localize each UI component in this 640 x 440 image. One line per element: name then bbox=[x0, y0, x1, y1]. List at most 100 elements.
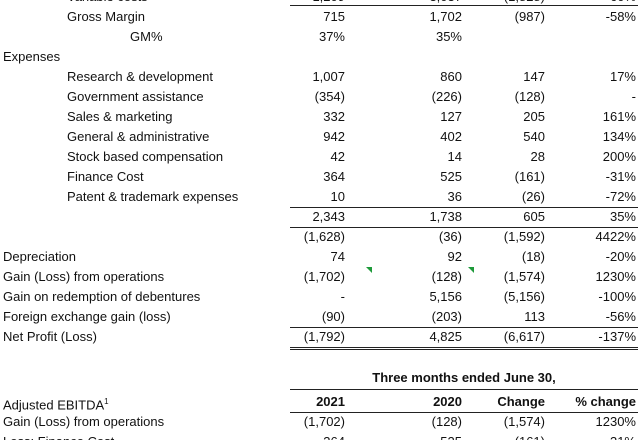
rule bbox=[290, 207, 638, 208]
cell-value: 161% bbox=[602, 109, 636, 124]
cell-value: 36 bbox=[447, 189, 462, 204]
cell-value: 4,825 bbox=[429, 329, 462, 344]
footnote-mark: 1 bbox=[104, 397, 109, 406]
cell-value: 525 bbox=[440, 169, 462, 184]
row-label: Gross Margin bbox=[67, 9, 146, 24]
cell-value: 364 bbox=[323, 169, 345, 184]
cell-value: 127 bbox=[440, 109, 462, 124]
row-label: Gain (Loss) from operations bbox=[3, 269, 165, 284]
cell-value: 74 bbox=[330, 249, 345, 264]
cell-value: 3,037 bbox=[372, 0, 462, 7]
cell-value: (1,828) bbox=[455, 0, 545, 7]
cell-value: 860 bbox=[440, 69, 462, 84]
row-label: General & administrative bbox=[67, 129, 210, 144]
cell-value: 205 bbox=[523, 109, 545, 124]
rule bbox=[290, 5, 638, 6]
row-label: Research & development bbox=[67, 69, 213, 84]
cell-value: 1,007 bbox=[312, 69, 345, 84]
cell-value: -72% bbox=[605, 189, 636, 204]
period-header: Three months ended June 30, bbox=[372, 370, 556, 385]
cell-value: 42 bbox=[330, 149, 345, 164]
ebitda-title-text: Adjusted EBITDA bbox=[3, 397, 105, 413]
cell-value: - bbox=[631, 89, 636, 104]
cell-value: -20% bbox=[605, 249, 636, 264]
cell-value: 605 bbox=[523, 209, 545, 224]
cell-value: 113 bbox=[524, 309, 545, 324]
row-label: Finance Cost bbox=[67, 169, 144, 184]
cell-value: 332 bbox=[323, 109, 345, 124]
cell-value: 364 bbox=[255, 432, 345, 440]
cell-value: 37% bbox=[318, 29, 345, 44]
row-label: Gain on redemption of debentures bbox=[3, 289, 201, 304]
cell-value: (203) bbox=[431, 309, 462, 324]
cell-value: 1,738 bbox=[429, 209, 462, 224]
rule bbox=[290, 327, 638, 328]
cell-value: 1,702 bbox=[429, 9, 462, 24]
cell-value: (18) bbox=[521, 249, 545, 264]
cell-value: (1,702) bbox=[303, 414, 345, 429]
row-label: GM% bbox=[130, 29, 163, 44]
cell-value: 1230% bbox=[595, 269, 636, 284]
cell-value: (1,592) bbox=[503, 229, 545, 244]
row-label: Expenses bbox=[3, 49, 61, 64]
cell-value: 134% bbox=[602, 129, 636, 144]
cell-value: (226) bbox=[431, 89, 462, 104]
cell-value: -31% bbox=[605, 169, 636, 184]
cell-value: (1,574) bbox=[503, 269, 545, 284]
cell-value: - bbox=[340, 289, 345, 304]
row-label: Depreciation bbox=[3, 249, 76, 264]
comment-marker bbox=[366, 267, 372, 273]
cell-value: 17% bbox=[609, 69, 636, 84]
cell-value: -58% bbox=[605, 9, 636, 24]
cell-value: -56% bbox=[605, 309, 636, 324]
cell-value: (1,702) bbox=[303, 269, 345, 284]
cell-value: (128) bbox=[431, 414, 462, 429]
cell-value: (36) bbox=[438, 229, 462, 244]
cell-value: 525 bbox=[372, 432, 462, 440]
cell-value: 28 bbox=[530, 149, 545, 164]
cell-value: 2,343 bbox=[312, 209, 345, 224]
row-label: Stock based compensation bbox=[67, 149, 224, 164]
cell-value: (161) bbox=[455, 432, 545, 440]
cell-value: (26) bbox=[521, 189, 545, 204]
cell-value: (6,617) bbox=[503, 329, 545, 344]
rule bbox=[290, 412, 638, 413]
cell-value: 540 bbox=[523, 129, 545, 144]
rule bbox=[290, 389, 638, 390]
cell-value: 5,156 bbox=[429, 289, 462, 304]
cell-value: 14 bbox=[447, 149, 462, 164]
cell-value: 92 bbox=[447, 249, 462, 264]
cell-value: (161) bbox=[514, 169, 545, 184]
cell-value: (5,156) bbox=[503, 289, 545, 304]
row-label: Gain (Loss) from operations bbox=[3, 414, 165, 429]
rule bbox=[290, 227, 638, 228]
ebitda-title: Adjusted EBITDA1 bbox=[3, 392, 109, 412]
cell-value: 200% bbox=[602, 149, 636, 164]
row-label: Government assistance bbox=[67, 89, 204, 104]
comment-marker bbox=[468, 267, 474, 273]
cell-value: (1,574) bbox=[503, 414, 545, 429]
column-header: % change bbox=[575, 394, 636, 409]
cell-value: 1,209 bbox=[255, 0, 345, 7]
cell-value: 402 bbox=[440, 129, 462, 144]
row-label: Patent & trademark expenses bbox=[67, 189, 239, 204]
column-header: 2021 bbox=[316, 394, 345, 409]
cell-value: 715 bbox=[323, 9, 345, 24]
cell-value: 35% bbox=[435, 29, 462, 44]
cell-value: 942 bbox=[323, 129, 345, 144]
rule bbox=[290, 349, 638, 350]
cell-value: (1,628) bbox=[303, 229, 345, 244]
cell-value: 4422% bbox=[595, 229, 636, 244]
cell-value: (128) bbox=[514, 89, 545, 104]
cell-value: (90) bbox=[321, 309, 345, 324]
row-label: Net Profit (Loss) bbox=[3, 329, 97, 344]
cell-value: -31% bbox=[546, 432, 636, 440]
row-label: Less: Finance Cost bbox=[3, 432, 114, 440]
cell-value: (987) bbox=[514, 9, 545, 24]
column-header: 2020 bbox=[433, 394, 462, 409]
cell-value: 147 bbox=[523, 69, 545, 84]
row-label: Variable costs bbox=[67, 0, 148, 7]
cell-value: (128) bbox=[431, 269, 462, 284]
row-label: Sales & marketing bbox=[67, 109, 173, 124]
